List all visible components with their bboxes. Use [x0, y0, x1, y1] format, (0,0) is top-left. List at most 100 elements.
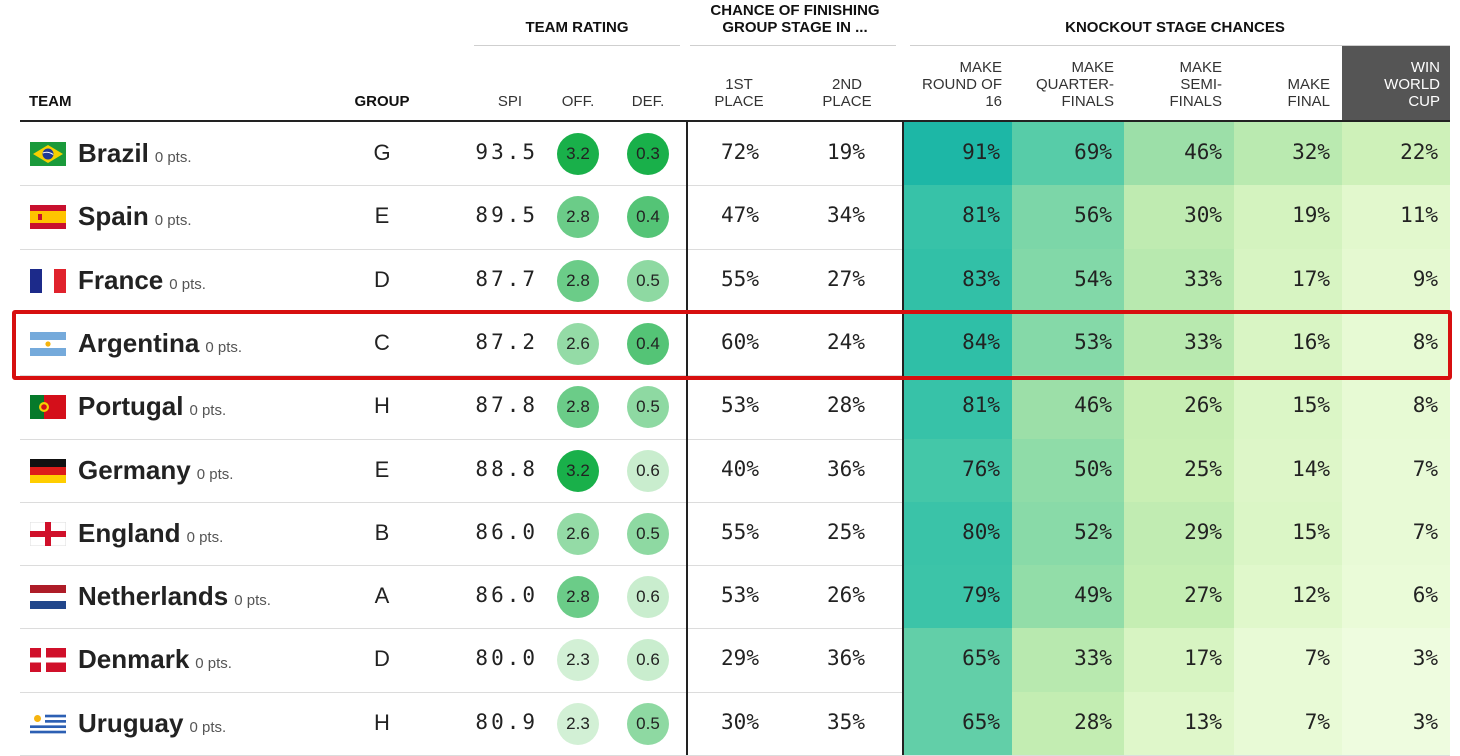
team-name-text: Denmark: [78, 644, 190, 675]
first-place-value: 72%: [721, 140, 759, 164]
final-cell: [1234, 248, 1342, 313]
spi-value: 80.0: [475, 646, 538, 671]
team-row-portugal[interactable]: Portugal 0 pts. H 87.8 2.8 0.5 53% 28%: [20, 375, 1450, 438]
sf-cell: [1124, 565, 1234, 629]
separator-knockout: [902, 122, 904, 755]
defense-rating-bubble: 0.4: [627, 196, 669, 239]
sf-value: 13%: [1184, 709, 1222, 734]
qf-value: 50%: [1074, 456, 1112, 481]
col-group[interactable]: GROUP: [354, 93, 410, 110]
col-semifinals[interactable]: MAKE SEMI- FINALS: [1124, 59, 1222, 110]
win-cell: [1342, 185, 1450, 250]
team-row-uruguay[interactable]: Uruguay 0 pts. H 80.9 2.3 0.5 30% 35%: [20, 692, 1450, 755]
col-second-place[interactable]: 2ND PLACE: [808, 76, 886, 110]
qf-cell: [1012, 565, 1124, 629]
col-r16-line2: ROUND OF: [922, 76, 1002, 93]
final-value: 17%: [1292, 266, 1330, 291]
second-place-value: 24%: [827, 329, 865, 354]
sf-cell: [1124, 628, 1234, 693]
team-row-england[interactable]: England 0 pts. B 86.0 2.6 0.5 55% 25%: [20, 502, 1450, 565]
col-quarterfinals[interactable]: MAKE QUARTER- FINALS: [1014, 59, 1114, 110]
uruguay-flag-icon: [30, 711, 66, 736]
team-row-netherlands[interactable]: Netherlands 0 pts. A 86.0 2.8 0.6 53% 26%: [20, 565, 1450, 628]
col-make-final[interactable]: MAKE FINAL: [1234, 76, 1330, 110]
team-name-text: Brazil: [78, 138, 149, 168]
col-def[interactable]: DEF.: [631, 93, 665, 110]
final-cell: [1234, 375, 1342, 439]
team-name: France 0 pts.: [78, 265, 206, 296]
first-place-value: 47%: [721, 203, 759, 228]
second-place-value: 35%: [827, 709, 865, 734]
col-first-place[interactable]: 1ST PLACE: [700, 76, 778, 110]
team-name: Spain 0 pts.: [78, 201, 191, 232]
final-value: 7%: [1304, 646, 1330, 671]
col-win-line2: WORLD: [1384, 76, 1440, 93]
col-team[interactable]: TEAM: [29, 93, 72, 110]
win-value: 9%: [1412, 266, 1438, 291]
row-divider: [20, 438, 1450, 440]
win-cell: [1342, 311, 1450, 376]
sf-cell: [1124, 438, 1234, 503]
chance-group-header-line2: GROUP STAGE IN ...: [722, 19, 868, 36]
first-place-value: 53%: [721, 393, 759, 418]
r16-cell: [904, 628, 1012, 693]
col-round-of-16[interactable]: MAKE ROUND OF 16: [904, 59, 1002, 110]
col-r16-line1: MAKE: [959, 59, 1002, 76]
spi-value: 86.0: [475, 583, 538, 608]
qf-value: 49%: [1074, 583, 1112, 608]
team-points: 0 pts.: [154, 212, 192, 230]
col-win-world-cup[interactable]: WIN WORLD CUP: [1342, 46, 1450, 120]
england-flag-icon: [30, 521, 66, 546]
col-spi[interactable]: SPI: [497, 93, 523, 110]
team-row-spain[interactable]: Spain 0 pts. E 89.5 2.8 0.4 47% 34%: [20, 185, 1450, 248]
team-group: E: [374, 456, 390, 482]
win-value: 8%: [1412, 329, 1438, 354]
sf-value: 29%: [1184, 519, 1222, 544]
argentina-flag-icon: [30, 331, 66, 356]
r16-value: 83%: [962, 266, 1000, 291]
col-qf-line1: MAKE: [1071, 59, 1114, 76]
sf-cell: [1124, 691, 1234, 756]
r16-cell: [904, 185, 1012, 250]
win-cell: [1342, 438, 1450, 503]
header-rule: [20, 120, 1450, 122]
second-place-value: 26%: [827, 583, 865, 608]
team-name: Germany 0 pts.: [78, 455, 233, 486]
win-value: 7%: [1412, 519, 1438, 544]
team-group: H: [374, 709, 390, 735]
team-points: 0 pts.: [154, 149, 192, 166]
offense-rating-bubble: 2.3: [557, 639, 599, 682]
qf-cell: [1012, 248, 1124, 313]
offense-rating-bubble: 2.8: [557, 259, 599, 302]
qf-cell: [1012, 185, 1124, 250]
row-divider: [20, 501, 1450, 503]
team-row-france[interactable]: France 0 pts. D 87.7 2.8 0.5 55% 27%: [20, 249, 1450, 312]
qf-cell: [1012, 122, 1124, 186]
offense-rating-bubble: 2.6: [557, 512, 599, 555]
r16-value: 80%: [962, 519, 1000, 544]
defense-rating-bubble: 0.4: [627, 322, 669, 365]
win-cell: [1342, 565, 1450, 629]
col-off[interactable]: OFF.: [561, 93, 595, 110]
qf-cell: [1012, 311, 1124, 376]
team-name: Argentina 0 pts.: [78, 328, 242, 359]
first-place-value: 30%: [721, 709, 759, 734]
spi-value: 86.0: [475, 519, 538, 544]
defense-rating-bubble: 0.5: [627, 259, 669, 302]
first-place-value: 53%: [721, 583, 759, 608]
defense-rating-bubble: 0.5: [627, 702, 669, 745]
team-row-brazil[interactable]: Brazil 0 pts. G 93.5 3.2 0.3 72% 19%: [20, 122, 1450, 185]
qf-cell: [1012, 628, 1124, 693]
team-name: Brazil 0 pts.: [78, 138, 192, 169]
sf-value: 46%: [1184, 140, 1222, 164]
team-row-germany[interactable]: Germany 0 pts. E 88.8 3.2 0.6 40% 36%: [20, 439, 1450, 502]
team-points: 0 pts.: [234, 592, 271, 610]
r16-value: 84%: [962, 329, 1000, 354]
defense-rating-bubble: 0.6: [627, 576, 669, 619]
team-points: 0 pts.: [196, 465, 234, 483]
team-name: Portugal 0 pts.: [78, 391, 226, 422]
team-row-denmark[interactable]: Denmark 0 pts. D 80.0 2.3 0.6 29% 36%: [20, 628, 1450, 691]
r16-cell: [904, 691, 1012, 756]
final-cell: [1234, 185, 1342, 250]
team-row-argentina[interactable]: Argentina 0 pts. C 87.2 2.6 0.4 60% 24%: [20, 312, 1450, 375]
